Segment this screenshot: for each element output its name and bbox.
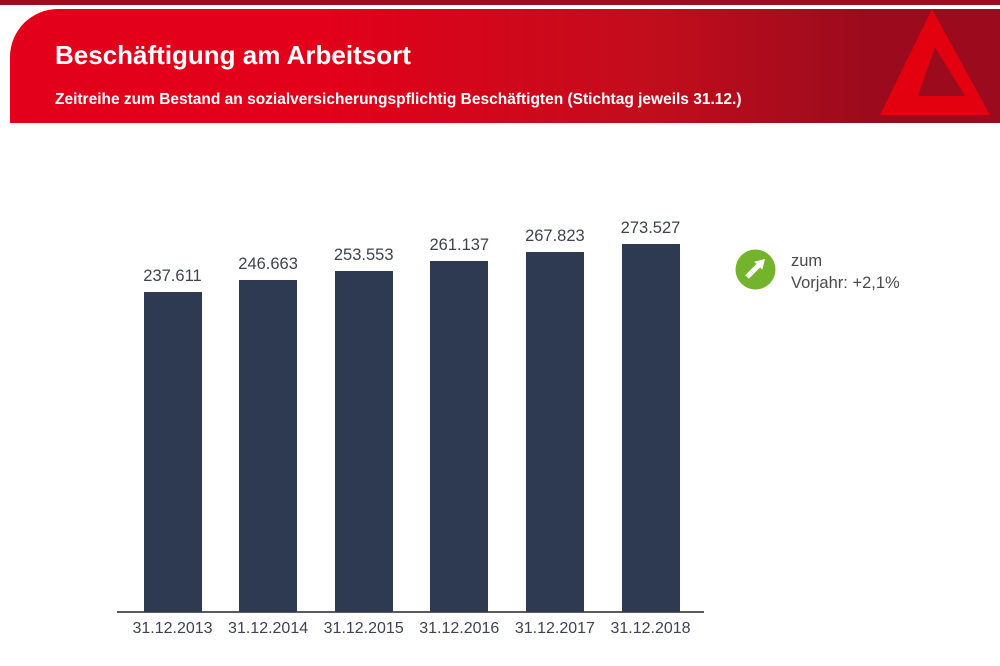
page-title: Beschäftigung am Arbeitsort xyxy=(55,40,411,70)
badge-text: zum Vorjahr: +2,1% xyxy=(791,249,900,294)
x-axis-tick-label: 31.12.2018 xyxy=(610,620,691,637)
page-subtitle: Zeitreihe zum Bestand an sozialversicher… xyxy=(55,91,742,108)
badge-text-line2: Vorjahr: +2,1% xyxy=(791,274,900,292)
arrow-up-right-icon xyxy=(735,249,776,290)
bar xyxy=(239,280,298,612)
bar-value-label: 253.553 xyxy=(333,246,394,264)
x-axis-tick-label: 31.12.2014 xyxy=(228,620,309,637)
bar-value-label: 261.137 xyxy=(429,236,490,254)
bar xyxy=(525,252,584,612)
year-over-year-change-badge: zum Vorjahr: +2,1% xyxy=(735,249,900,294)
bar xyxy=(430,261,489,612)
header-banner: Beschäftigung am Arbeitsort Zeitreihe zu… xyxy=(10,9,1000,123)
bar-value-label: 237.611 xyxy=(143,267,202,285)
x-axis-tick-label: 31.12.2016 xyxy=(419,620,500,637)
badge-text-line1: zum xyxy=(791,252,823,270)
top-accent-strip xyxy=(0,0,1000,5)
x-axis-tick-label: 31.12.2013 xyxy=(132,620,213,637)
bar xyxy=(621,244,680,612)
bar-value-label: 273.527 xyxy=(620,219,681,237)
bundesagentur-fuer-arbeit-a-logo-icon xyxy=(880,9,990,115)
bar-value-label: 246.663 xyxy=(238,255,298,273)
bar xyxy=(143,292,202,612)
x-axis-tick-label: 31.12.2017 xyxy=(514,620,595,637)
bar xyxy=(334,271,393,612)
x-axis-tick-label: 31.12.2015 xyxy=(323,620,404,637)
bar-value-label: 267.823 xyxy=(525,227,585,245)
x-axis-line xyxy=(117,611,704,613)
